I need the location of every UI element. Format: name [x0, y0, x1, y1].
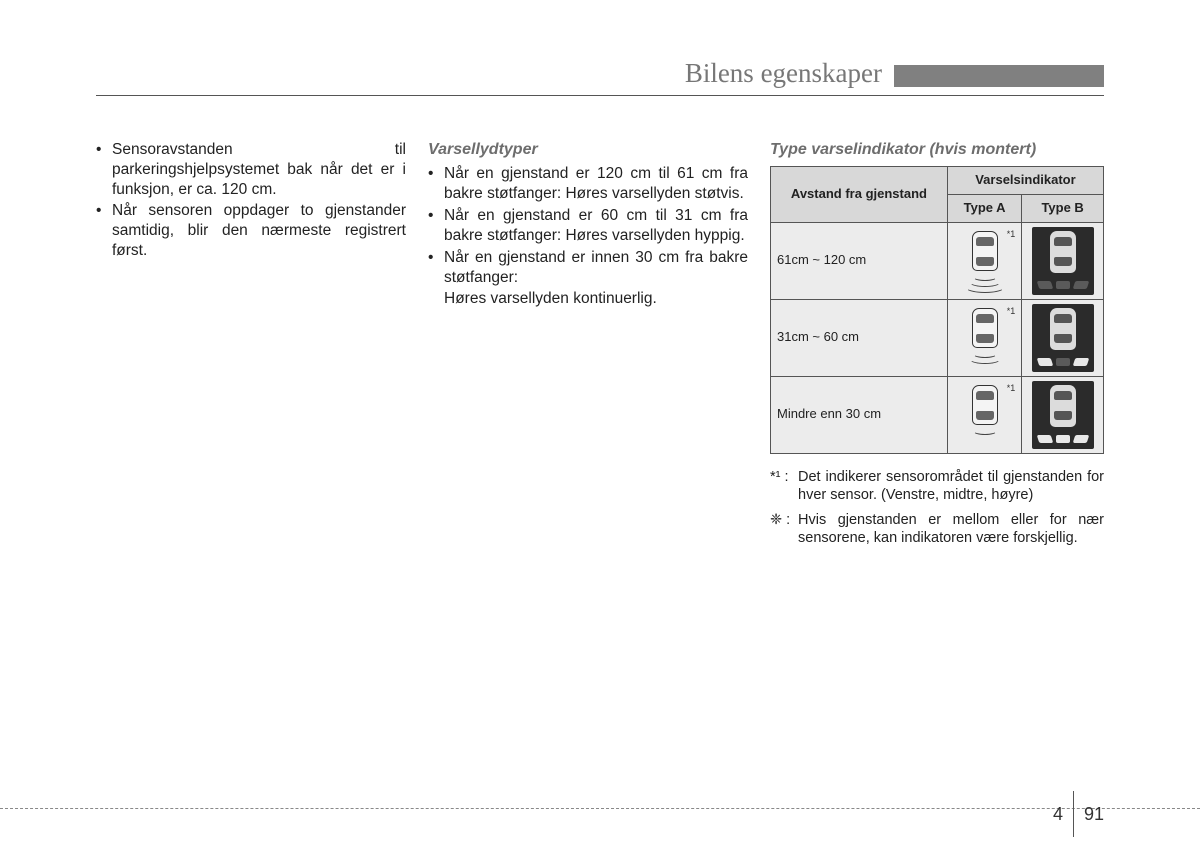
list-item: Sensoravstanden til parkeringshjelpsyste… — [96, 140, 406, 199]
page-header: Bilens egenskaper — [96, 58, 1104, 96]
chapter-number: 4 — [1053, 804, 1063, 825]
table-header-typeA: Type A — [947, 195, 1021, 223]
footnotes: *¹ : Det indikerer sensorområdet til gje… — [770, 468, 1104, 548]
distance-cell: 61cm ~ 120 cm — [771, 222, 948, 299]
header-accent-bar — [894, 65, 1104, 87]
footnote-text: Hvis gjenstanden er mellom eller for nær… — [798, 511, 1104, 548]
footer-separator — [1073, 791, 1074, 837]
footnote: ❈ : Hvis gjenstanden er mellom eller for… — [770, 511, 1104, 548]
car-sensor-a-icon — [957, 229, 1013, 293]
footnote-text: Det indikerer sensorområdet til gjenstan… — [798, 468, 1104, 505]
column-2: Varsellydtyper Når en gjenstand er 120 c… — [428, 140, 748, 554]
subheading: Type varselindikator (hvis montert) — [770, 140, 1104, 160]
list-item: Når en gjenstand er 60 cm til 31 cm fra … — [428, 206, 748, 246]
list-item: Når en gjenstand er 120 cm til 61 cm fra… — [428, 164, 748, 204]
car-sensor-b-icon — [1032, 381, 1094, 449]
column-3: Type varselindikator (hvis montert) Avst… — [770, 140, 1104, 554]
crop-mark-line — [0, 808, 1200, 809]
table-row: Mindre enn 30 cm *1 — [771, 376, 1104, 453]
table-header-typeB: Type B — [1022, 195, 1104, 223]
typeA-icon-cell: *1 — [947, 376, 1021, 453]
content-columns: Sensoravstanden til parkeringshjelpsyste… — [96, 140, 1104, 554]
column-1: Sensoravstanden til parkeringshjelpsyste… — [96, 140, 406, 554]
typeB-icon-cell — [1022, 376, 1104, 453]
body-text: Høres varsellyden kontinuerlig. — [428, 289, 748, 309]
table-header-indicator: Varselsindikator — [947, 167, 1103, 195]
typeA-icon-cell: *1 — [947, 299, 1021, 376]
distance-cell: Mindre enn 30 cm — [771, 376, 948, 453]
car-sensor-a-icon — [957, 306, 1013, 370]
table-row: 31cm ~ 60 cm *1 — [771, 299, 1104, 376]
typeB-icon-cell — [1022, 299, 1104, 376]
table-row: 61cm ~ 120 cm *1 — [771, 222, 1104, 299]
list-item: Når en gjenstand er innen 30 cm fra bakr… — [428, 248, 748, 288]
distance-cell: 31cm ~ 60 cm — [771, 299, 948, 376]
footnote-mark: *¹ : — [770, 468, 798, 505]
page-footer: 4 91 — [1053, 791, 1104, 837]
car-sensor-b-icon — [1032, 304, 1094, 372]
header-title: Bilens egenskaper — [685, 58, 882, 89]
subheading: Varsellydtyper — [428, 140, 748, 160]
footnote-mark: ❈ : — [770, 511, 798, 548]
page-number: 91 — [1084, 804, 1104, 825]
footnote: *¹ : Det indikerer sensorområdet til gje… — [770, 468, 1104, 505]
table-header-distance: Avstand fra gjenstand — [771, 167, 948, 222]
car-sensor-a-icon — [957, 383, 1013, 447]
typeB-icon-cell — [1022, 222, 1104, 299]
indicator-table: Avstand fra gjenstand Varselsindikator T… — [770, 166, 1104, 453]
list-item: Når sensoren oppdager to gjenstander sam… — [96, 201, 406, 260]
typeA-icon-cell: *1 — [947, 222, 1021, 299]
car-sensor-b-icon — [1032, 227, 1094, 295]
